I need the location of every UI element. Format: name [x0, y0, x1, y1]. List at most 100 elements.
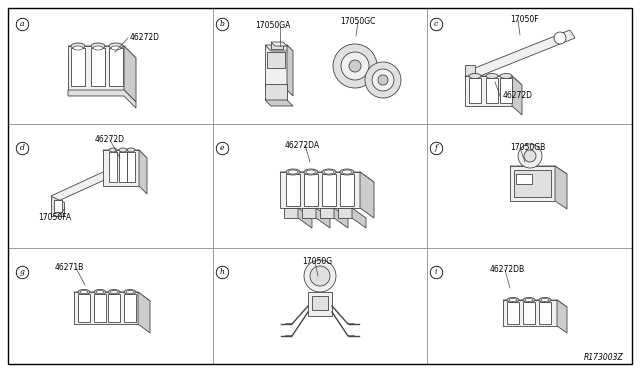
Circle shape — [333, 44, 377, 88]
Polygon shape — [503, 300, 557, 326]
Ellipse shape — [71, 43, 85, 49]
Polygon shape — [94, 294, 106, 322]
Ellipse shape — [539, 298, 551, 302]
Ellipse shape — [486, 74, 498, 78]
Text: i: i — [435, 268, 437, 276]
Polygon shape — [523, 302, 535, 324]
Ellipse shape — [78, 289, 90, 295]
Polygon shape — [78, 294, 90, 322]
Ellipse shape — [469, 74, 481, 78]
Polygon shape — [271, 42, 283, 49]
Polygon shape — [516, 174, 532, 184]
Polygon shape — [124, 294, 136, 322]
Text: f: f — [435, 144, 437, 152]
Ellipse shape — [523, 298, 535, 302]
Polygon shape — [334, 208, 348, 228]
Polygon shape — [469, 78, 481, 103]
Polygon shape — [127, 152, 135, 182]
Text: 17050FA: 17050FA — [38, 214, 71, 222]
Ellipse shape — [73, 46, 83, 50]
Circle shape — [349, 60, 361, 72]
Polygon shape — [286, 174, 300, 206]
Polygon shape — [353, 62, 385, 80]
Polygon shape — [103, 150, 147, 158]
Polygon shape — [298, 208, 312, 228]
Ellipse shape — [306, 170, 316, 174]
Ellipse shape — [127, 148, 135, 152]
Polygon shape — [500, 78, 512, 103]
Polygon shape — [514, 170, 551, 197]
Polygon shape — [74, 292, 150, 301]
Circle shape — [378, 75, 388, 85]
Polygon shape — [108, 294, 120, 322]
Polygon shape — [109, 48, 123, 86]
Polygon shape — [271, 42, 287, 46]
Polygon shape — [510, 166, 567, 174]
Ellipse shape — [304, 169, 318, 175]
Polygon shape — [68, 46, 136, 58]
Ellipse shape — [111, 46, 121, 50]
Ellipse shape — [507, 298, 519, 302]
Polygon shape — [557, 300, 567, 333]
Polygon shape — [74, 292, 138, 324]
Ellipse shape — [110, 291, 118, 294]
Polygon shape — [470, 30, 575, 78]
Polygon shape — [304, 174, 318, 206]
Ellipse shape — [509, 298, 517, 301]
Text: 46272D: 46272D — [95, 135, 125, 144]
Polygon shape — [340, 174, 354, 206]
Polygon shape — [265, 45, 287, 90]
Ellipse shape — [91, 43, 105, 49]
Circle shape — [310, 266, 330, 286]
Polygon shape — [465, 76, 522, 85]
Ellipse shape — [119, 148, 127, 152]
Polygon shape — [287, 45, 293, 96]
Circle shape — [365, 62, 401, 98]
Polygon shape — [71, 48, 85, 86]
Ellipse shape — [525, 298, 533, 301]
Circle shape — [304, 260, 336, 292]
Polygon shape — [284, 208, 298, 218]
Ellipse shape — [80, 291, 88, 294]
Polygon shape — [265, 45, 293, 51]
Polygon shape — [54, 200, 62, 212]
Circle shape — [518, 144, 542, 168]
Polygon shape — [267, 52, 285, 68]
Circle shape — [372, 69, 394, 91]
Polygon shape — [360, 172, 374, 218]
Polygon shape — [119, 152, 127, 182]
Ellipse shape — [340, 169, 354, 175]
Circle shape — [554, 32, 566, 44]
Polygon shape — [103, 150, 139, 186]
Polygon shape — [555, 166, 567, 209]
Ellipse shape — [109, 148, 117, 152]
Ellipse shape — [93, 46, 103, 50]
Polygon shape — [51, 196, 64, 216]
Text: g: g — [20, 268, 24, 276]
Circle shape — [524, 150, 536, 162]
Polygon shape — [465, 65, 475, 82]
Text: 46271B: 46271B — [55, 263, 84, 273]
Text: 46272DB: 46272DB — [490, 266, 525, 275]
Ellipse shape — [541, 298, 549, 301]
Polygon shape — [91, 48, 105, 86]
Text: 17050GA: 17050GA — [255, 22, 291, 31]
Ellipse shape — [109, 43, 123, 49]
Polygon shape — [302, 208, 316, 218]
Ellipse shape — [126, 291, 134, 294]
Polygon shape — [280, 172, 360, 208]
Ellipse shape — [288, 170, 298, 174]
Polygon shape — [352, 208, 366, 228]
Polygon shape — [322, 174, 336, 206]
Ellipse shape — [500, 74, 512, 78]
Polygon shape — [312, 296, 328, 310]
Text: 17050GB: 17050GB — [510, 144, 545, 153]
Text: 17050G: 17050G — [302, 257, 332, 266]
Polygon shape — [265, 100, 293, 106]
Polygon shape — [124, 46, 136, 102]
Polygon shape — [316, 208, 330, 228]
Text: 17050F: 17050F — [510, 16, 539, 25]
Polygon shape — [139, 150, 147, 194]
Polygon shape — [510, 166, 555, 201]
Polygon shape — [507, 302, 519, 324]
